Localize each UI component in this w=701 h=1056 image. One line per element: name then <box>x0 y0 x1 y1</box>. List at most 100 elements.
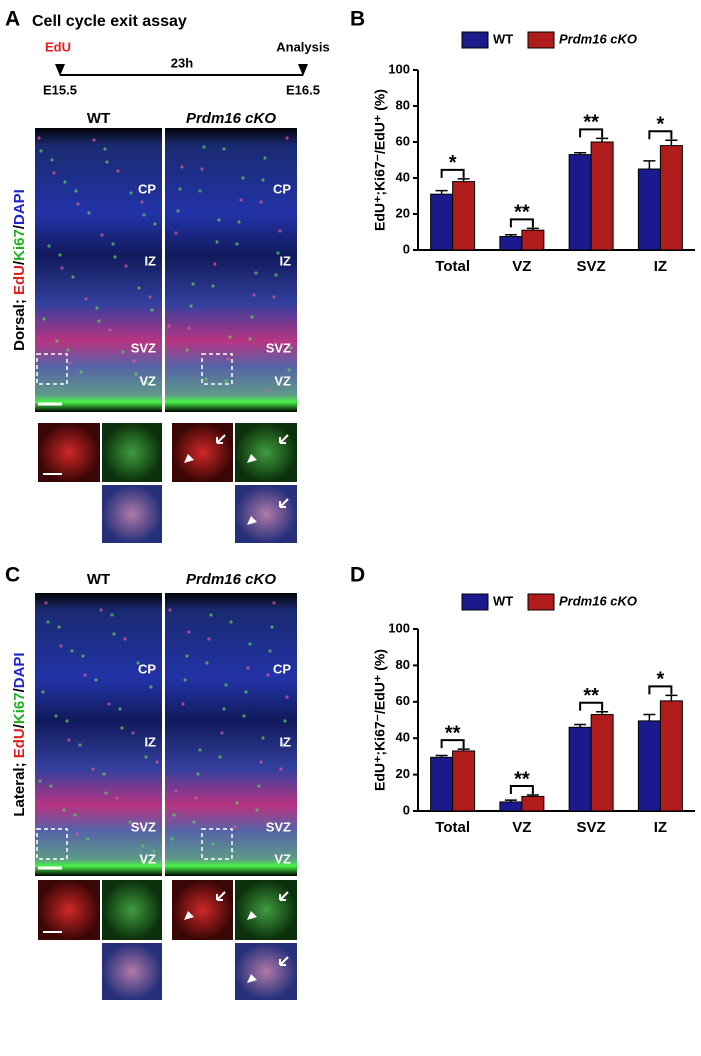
timeline-marker <box>298 64 308 76</box>
region-label: IZ <box>144 734 156 749</box>
row-label-part: Lateral; <box>11 758 28 816</box>
cell-speckle <box>38 779 42 783</box>
arrow <box>216 891 226 901</box>
cell-speckle <box>71 275 75 279</box>
cell-speckle <box>265 388 269 392</box>
region-label: IZ <box>279 253 291 268</box>
cell-speckle <box>102 772 106 776</box>
cell-speckle <box>220 731 224 735</box>
y-tick-label: 80 <box>396 657 410 672</box>
cell-speckle <box>192 820 196 824</box>
cell-speckle <box>41 690 45 694</box>
x-tick-label: Total <box>435 819 470 836</box>
timeline-marker <box>55 64 65 76</box>
cell-speckle <box>200 167 204 171</box>
x-tick-label: Total <box>435 258 470 275</box>
region-label: SVZ <box>131 340 156 355</box>
cell-speckle <box>185 654 189 658</box>
significance-bracket <box>440 168 465 178</box>
cell-speckle <box>207 637 211 641</box>
significance-label: ** <box>514 202 530 224</box>
cell-speckle <box>187 630 191 634</box>
error-bar <box>574 152 587 155</box>
cell-speckle <box>54 714 58 718</box>
inset-merge <box>235 943 297 1000</box>
cell-speckle <box>198 189 202 193</box>
cell-speckle <box>116 169 120 173</box>
cell-speckle <box>168 608 172 612</box>
arrow <box>279 891 289 901</box>
cell-speckle <box>226 357 230 361</box>
inset-box <box>201 828 233 860</box>
cell-speckle <box>115 796 119 800</box>
x-tick-label: IZ <box>654 819 667 836</box>
x-tick-label: IZ <box>654 258 667 275</box>
cell-speckle <box>272 601 276 605</box>
cell-speckle <box>145 381 149 385</box>
error-bar <box>574 723 587 728</box>
cell-speckle <box>84 297 88 301</box>
cell-speckle <box>78 743 82 747</box>
cell-speckle <box>50 158 54 162</box>
cell-speckle <box>270 625 274 629</box>
error-bar <box>526 227 539 231</box>
region-label: VZ <box>274 373 291 388</box>
significance-label: ** <box>583 112 599 134</box>
endpoint-label: Analysis <box>276 39 329 54</box>
cell-speckle <box>129 191 133 195</box>
cell-speckle <box>136 661 140 665</box>
column-label: Prdm16 cKO <box>186 110 276 127</box>
significance-label: * <box>449 152 457 174</box>
cell-speckle <box>91 767 95 771</box>
error-bar <box>435 754 448 758</box>
cell-speckle <box>176 209 180 213</box>
cell-speckle <box>111 242 115 246</box>
row-label-part: / <box>11 723 28 728</box>
column-label: Prdm16 cKO <box>186 571 276 588</box>
inset-ki67 <box>235 423 297 482</box>
cell-speckle <box>44 601 48 605</box>
bar <box>452 750 476 812</box>
cell-speckle <box>224 379 228 383</box>
inset-ki67 <box>102 423 162 482</box>
cell-speckle <box>278 229 282 233</box>
cell-speckle <box>149 685 153 689</box>
cell-speckle <box>261 178 265 182</box>
inset-box <box>201 353 233 385</box>
cell-speckle <box>276 251 280 255</box>
cell-speckle <box>178 187 182 191</box>
region-label: SVZ <box>131 819 156 834</box>
cell-speckle <box>248 337 252 341</box>
y-tick-label: 40 <box>396 730 410 745</box>
row-label-part: EdU <box>11 728 28 758</box>
significance-bracket <box>579 701 604 711</box>
column-label: WT <box>87 110 110 127</box>
cell-speckle <box>57 625 61 629</box>
cell-speckle <box>107 702 111 706</box>
cell-speckle <box>235 242 239 246</box>
cell-speckle <box>104 791 108 795</box>
y-tick-label: 0 <box>403 241 410 256</box>
inset-edu <box>172 880 233 940</box>
legend-swatch <box>461 31 489 49</box>
cell-speckle <box>153 222 157 226</box>
cell-speckle <box>194 796 198 800</box>
cell-speckle <box>118 707 122 711</box>
arrowhead <box>247 454 257 463</box>
row-label-part: DAPI <box>11 189 28 225</box>
cell-speckle <box>81 654 85 658</box>
cell-speckle <box>99 608 103 612</box>
y-tick-label: 100 <box>388 61 410 76</box>
inset-ki67 <box>102 880 162 940</box>
arrow <box>216 434 226 444</box>
cell-speckle <box>113 255 117 259</box>
cell-speckle <box>128 820 132 824</box>
region-label: VZ <box>139 851 156 866</box>
region-label: CP <box>273 661 291 676</box>
bar <box>568 726 592 812</box>
row-label-part: / <box>11 687 28 692</box>
arrowhead <box>184 454 194 463</box>
cell-speckle <box>87 211 91 215</box>
cell-speckle <box>141 844 145 848</box>
